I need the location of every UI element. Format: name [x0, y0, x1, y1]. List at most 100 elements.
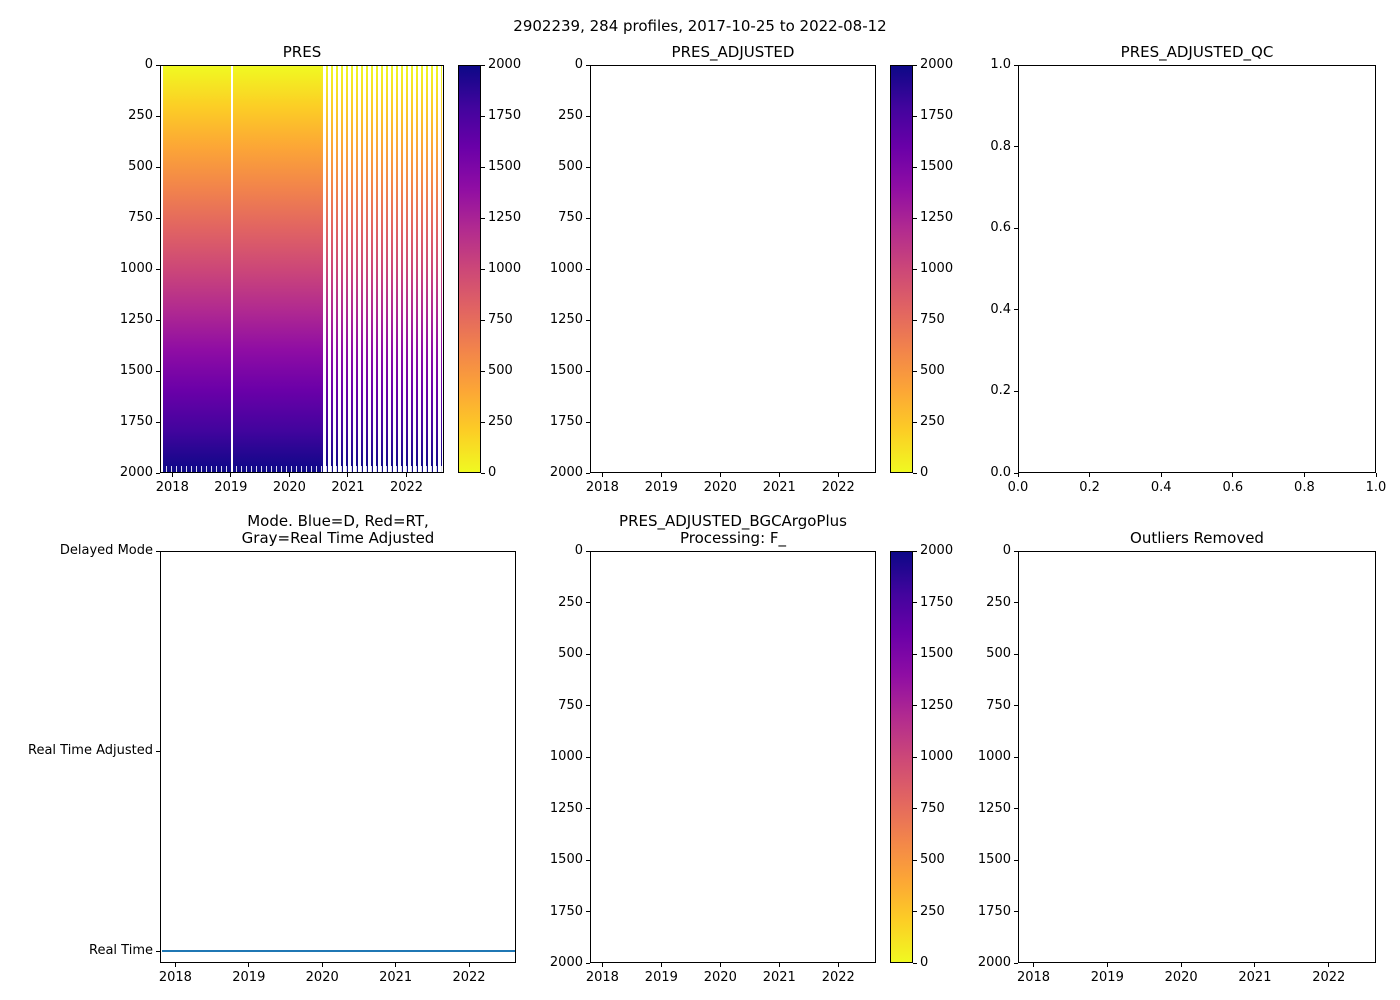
y-tick-mark [586, 472, 590, 474]
x-tick-label: 0.8 [1294, 480, 1315, 495]
x-tick-mark [719, 963, 721, 967]
x-tick-mark [837, 473, 839, 477]
x-tick-label: 2022 [821, 970, 855, 985]
colorbar-tick-label: 2000 [920, 543, 954, 558]
x-tick-label: 2018 [155, 480, 189, 495]
y-tick-label: 1500 [549, 363, 583, 378]
colorbar-tick-mark [481, 64, 485, 66]
colorbar-tick-mark [913, 217, 917, 219]
colorbar-tick-label: 1250 [920, 697, 954, 713]
y-tick-mark [1014, 390, 1018, 392]
colorbar-tick-label: 0 [488, 465, 497, 480]
x-tick-label: 0.6 [1222, 480, 1244, 495]
colorbar-tick-mark [913, 911, 917, 912]
y-tick-mark [156, 319, 160, 321]
x-tick-label: 2019 [644, 970, 678, 985]
colorbar-tick-label: 1000 [920, 749, 954, 764]
y-tick-mark [1014, 472, 1018, 474]
colorbar-tick-mark [913, 705, 917, 706]
x-tick-mark [719, 473, 721, 477]
x-tick-label: 0.4 [1150, 480, 1172, 495]
y-tick-label: Delayed Mode [59, 543, 153, 558]
plot-title-bgc-line2: Processing: F_ [679, 529, 787, 547]
colorbar-tick-mark [913, 166, 917, 168]
x-tick-label: 2019 [644, 480, 678, 495]
x-tick-label: 2021 [762, 480, 796, 495]
x-tick-label: 0.0 [1007, 480, 1029, 495]
y-tick-label: 2000 [977, 955, 1011, 970]
x-tick-label: 1.0 [1365, 480, 1387, 495]
x-tick-mark [1303, 473, 1305, 477]
y-tick-label: 1750 [549, 903, 583, 919]
colorbar-tick-label: 1750 [920, 108, 954, 123]
colorbar-tick-mark [913, 808, 917, 809]
colorbar-tick-label: 1500 [920, 646, 954, 661]
y-tick-label: 1000 [119, 261, 153, 276]
y-tick-label: 0 [574, 57, 583, 72]
subplot-pres-adjusted: PRES_ADJUSTED [590, 44, 876, 473]
subplot-bgc-processing: PRES_ADJUSTED_BGCArgoPlus Processing: F_ [590, 513, 876, 963]
y-tick-label: 500 [986, 646, 1011, 661]
y-tick-mark [586, 602, 590, 603]
y-tick-label: 1250 [549, 312, 583, 327]
colorbar-tick-label: 1000 [920, 261, 954, 276]
y-tick-label: 1250 [977, 800, 1011, 816]
x-tick-mark [1160, 473, 1162, 477]
y-tick-label: 500 [558, 646, 583, 661]
y-tick-mark [1014, 309, 1018, 311]
x-tick-label: 2020 [703, 480, 737, 495]
y-tick-mark [156, 64, 160, 66]
x-tick-mark [837, 963, 839, 967]
x-tick-mark [660, 963, 662, 967]
colorbar-tick-mark [913, 472, 917, 474]
colorbar-tick-mark [481, 421, 485, 423]
x-tick-label: 2019 [214, 480, 248, 495]
y-tick-label: 1500 [549, 852, 583, 867]
y-tick-label: 1.0 [990, 57, 1011, 72]
y-tick-label: 1500 [977, 852, 1011, 867]
colorbar-tick-mark [913, 370, 917, 372]
y-tick-label: 750 [986, 697, 1011, 713]
y-tick-label: 750 [128, 210, 153, 225]
colorbar-tick-label: 250 [920, 903, 945, 919]
y-tick-mark [156, 421, 160, 423]
x-tick-mark [406, 473, 408, 477]
y-tick-mark [1014, 756, 1018, 758]
colorbar-tick-mark [913, 115, 917, 117]
y-tick-label: 750 [558, 697, 583, 713]
x-tick-label: 2018 [1016, 970, 1051, 985]
heatmap-bottom-edge [161, 466, 443, 472]
x-tick-label: 2021 [1238, 970, 1272, 985]
x-tick-label: 2018 [585, 970, 619, 985]
plot-title-bgc-processing: PRES_ADJUSTED_BGCArgoPlus Processing: F_ [531, 513, 935, 547]
x-tick-label: 2018 [585, 480, 619, 495]
colorbar-tick-label: 1750 [920, 594, 954, 610]
x-tick-label: 2018 [158, 970, 192, 985]
x-tick-mark [1180, 963, 1182, 967]
y-tick-mark [586, 166, 590, 168]
x-tick-mark [468, 963, 470, 967]
y-tick-label: 250 [986, 594, 1011, 610]
y-tick-label: 500 [128, 159, 153, 174]
x-tick-label: 2021 [331, 480, 365, 495]
y-tick-mark [586, 115, 590, 117]
colorbar-tick-label: 1250 [488, 210, 522, 225]
x-tick-label: 2022 [1312, 970, 1346, 985]
y-tick-label: 1250 [549, 800, 583, 816]
colorbar-tick-mark [913, 268, 917, 270]
y-tick-label: 1750 [549, 414, 583, 429]
plot-title-mode-line1: Mode. Blue=D, Red=RT, [247, 512, 429, 530]
y-tick-mark [156, 472, 160, 474]
colorbar-tick-label: 1000 [488, 261, 522, 276]
x-tick-label: 2021 [379, 970, 413, 985]
y-tick-mark [586, 756, 590, 758]
y-tick-mark [586, 421, 590, 423]
x-tick-label: 2022 [389, 480, 424, 495]
x-tick-mark [248, 963, 250, 967]
y-tick-mark [1014, 653, 1018, 655]
x-tick-mark [347, 473, 349, 477]
subplot-outliers-removed: Outliers Removed [1018, 530, 1376, 963]
x-tick-mark [1017, 473, 1019, 477]
y-tick-mark [156, 217, 160, 219]
